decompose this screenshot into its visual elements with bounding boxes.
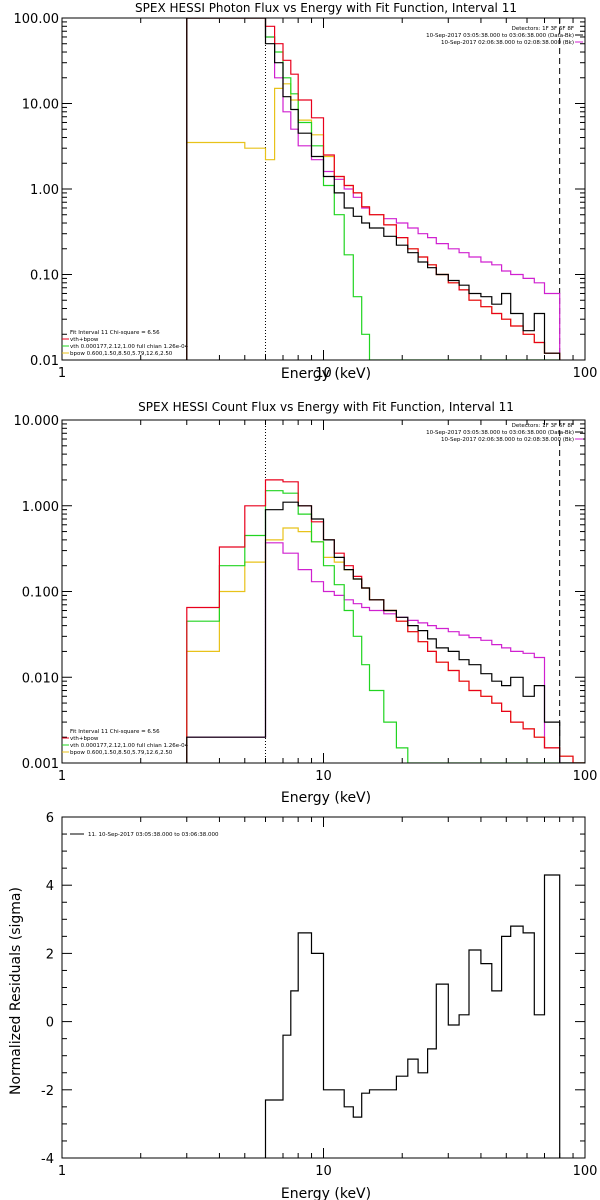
- count-fit-line-4: bpow 0.600,1.50,8.50,5.79,12.6,2.50: [70, 750, 173, 756]
- photon-header-line-1: Detectors: 1F 3F 6F 8F: [512, 26, 574, 32]
- x-tick-label: 10: [315, 769, 332, 784]
- residuals-legend-text: 11. 10-Sep-2017 03:05:38.000 to 03:06:38…: [88, 832, 219, 838]
- y-tick-label: 0: [46, 1016, 54, 1031]
- y-tick-label: 0.10: [30, 269, 59, 284]
- x-tick-label: 1: [58, 1164, 66, 1179]
- x-tick-label: 10: [315, 1164, 332, 1179]
- plot-frame: [61, 816, 586, 1159]
- photon-header-line-2: 10-Sep-2017 03:05:38.000 to 03:06:38.000…: [426, 33, 574, 39]
- count-header-line-1: Detectors: 1F 3F 6F 8F: [512, 423, 574, 429]
- count-fit-line-1: Fit Interval 11 Chi-square = 6.56: [70, 729, 160, 735]
- photon-flux-title: SPEX HESSI Photon Flux vs Energy with Fi…: [135, 1, 517, 15]
- panel-1-marks: 1 10 100 0.01 0.10 1.00 10.00 100.00: [14, 12, 598, 381]
- x-tick-label: 100: [573, 1164, 598, 1179]
- y-tick-label: 6: [46, 811, 54, 826]
- count-header-line-2: 10-Sep-2017 03:05:38.000 to 03:06:38.000…: [426, 430, 574, 436]
- y-tick-label: 0.100: [22, 586, 59, 601]
- count-x-axis-label: Energy (keV): [281, 790, 371, 806]
- y-tick-label: 0.010: [22, 671, 59, 686]
- x-tick-label: 100: [573, 366, 598, 381]
- photon-header-line-3: 10-Sep-2017 02:06:38.000 to 02:08:38.000…: [441, 40, 574, 46]
- count-flux-panel: SPEX HESSI Count Flux vs Energy with Fit…: [70, 400, 574, 806]
- series-bk: [186, 542, 585, 763]
- series-vth: [186, 490, 585, 763]
- y-tick-label: 0.01: [30, 354, 59, 369]
- y-tick-label: 100.00: [14, 12, 60, 27]
- photon-fit-line-3: vth 0.000177,2.12,1.00 full chian 1.26e-…: [70, 344, 189, 350]
- panel-1-series: [186, 18, 561, 360]
- y-tick-label: 10.000: [14, 414, 60, 429]
- photon-fit-line-1: Fit Interval 11 Chi-square = 6.56: [70, 330, 160, 336]
- y-tick-label: -2: [41, 1084, 54, 1099]
- y-tick-label: 2: [46, 947, 54, 962]
- y-tick-label: -4: [41, 1152, 54, 1167]
- series-vth-bpow: [186, 479, 585, 763]
- panel-2-series: [186, 479, 585, 763]
- y-tick-label: 0.001: [22, 757, 59, 772]
- y-tick-label: 1.000: [22, 500, 59, 515]
- y-tick-label: 4: [46, 879, 54, 894]
- series-data-bk: [186, 18, 561, 360]
- photon-flux-panel: SPEX HESSI Photon Flux vs Energy with Fi…: [70, 1, 574, 382]
- count-flux-title: SPEX HESSI Count Flux vs Energy with Fit…: [138, 400, 514, 414]
- plot-frame: [61, 419, 586, 764]
- series-data-bk: [186, 501, 585, 763]
- photon-fit-line-4: bpow 0.600,1.50,8.50,5.79,12.6,2.50: [70, 351, 173, 357]
- residuals-x-axis-label: Energy (keV): [281, 1186, 371, 1200]
- x-tick-label: 100: [573, 769, 598, 784]
- series-bk: [186, 18, 561, 360]
- count-header-line-3: 10-Sep-2017 02:06:38.000 to 02:08:38.000…: [441, 437, 574, 443]
- x-tick-label: 1: [58, 769, 66, 784]
- count-fit-line-3: vth 0.000177,2.12,1.00 full chian 1.26e-…: [70, 743, 189, 749]
- panel-3-series: [264, 874, 561, 1158]
- residuals-y-axis-label: Normalized Residuals (sigma): [8, 887, 24, 1095]
- count-fit-line-2: vth+bpow: [70, 736, 99, 742]
- y-tick-label: 1.00: [30, 183, 59, 198]
- series-vth-bpow: [186, 18, 561, 360]
- panel-2-marks: 1 10 100 0.001 0.010 0.100 1.000 10.000: [14, 414, 598, 784]
- x-tick-label: 10: [315, 366, 332, 381]
- panel-3-marks: 1 10 100 -4 -2 0 2 4 6: [41, 811, 597, 1179]
- series-vth: [186, 18, 560, 360]
- photon-fit-line-2: vth+bpow: [70, 337, 99, 343]
- residuals-panel: 11. 10-Sep-2017 03:05:38.000 to 03:06:38…: [8, 832, 371, 1200]
- photon-x-axis-label: Energy (keV): [281, 366, 371, 382]
- x-tick-label: 1: [58, 366, 66, 381]
- y-tick-label: 10.00: [22, 98, 59, 113]
- series-residuals: [264, 874, 561, 1158]
- plot-frame: [61, 17, 586, 361]
